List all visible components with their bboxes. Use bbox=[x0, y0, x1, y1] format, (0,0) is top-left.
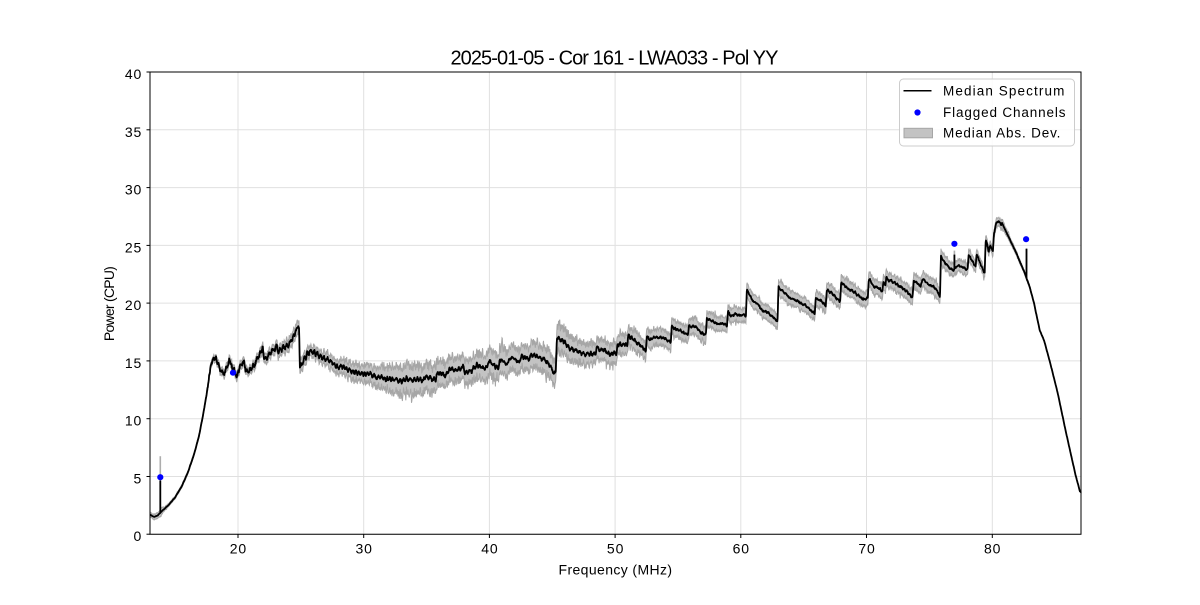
svg-text:Frequency (MHz): Frequency (MHz) bbox=[559, 562, 673, 578]
svg-text:35: 35 bbox=[125, 124, 142, 140]
svg-text:Median Spectrum: Median Spectrum bbox=[943, 83, 1065, 98]
svg-text:Power (CPU): Power (CPU) bbox=[101, 267, 117, 341]
svg-text:30: 30 bbox=[356, 541, 373, 557]
svg-text:20: 20 bbox=[125, 297, 142, 313]
svg-text:15: 15 bbox=[125, 355, 142, 371]
svg-text:10: 10 bbox=[125, 413, 142, 429]
svg-text:40: 40 bbox=[125, 66, 142, 82]
svg-text:50: 50 bbox=[607, 541, 624, 557]
svg-text:2025-01-05 - Cor 161 - LWA033: 2025-01-05 - Cor 161 - LWA033 - Pol YY bbox=[450, 48, 778, 70]
svg-text:30: 30 bbox=[125, 182, 142, 198]
svg-text:5: 5 bbox=[134, 471, 143, 487]
svg-text:60: 60 bbox=[733, 541, 750, 557]
svg-text:0: 0 bbox=[134, 528, 143, 544]
svg-text:Flagged Channels: Flagged Channels bbox=[943, 105, 1066, 120]
svg-text:Median Abs. Dev.: Median Abs. Dev. bbox=[943, 126, 1061, 141]
svg-text:40: 40 bbox=[481, 541, 498, 557]
svg-text:80: 80 bbox=[984, 541, 1001, 557]
svg-text:25: 25 bbox=[125, 239, 142, 255]
svg-text:20: 20 bbox=[230, 541, 247, 557]
svg-text:70: 70 bbox=[858, 541, 875, 557]
